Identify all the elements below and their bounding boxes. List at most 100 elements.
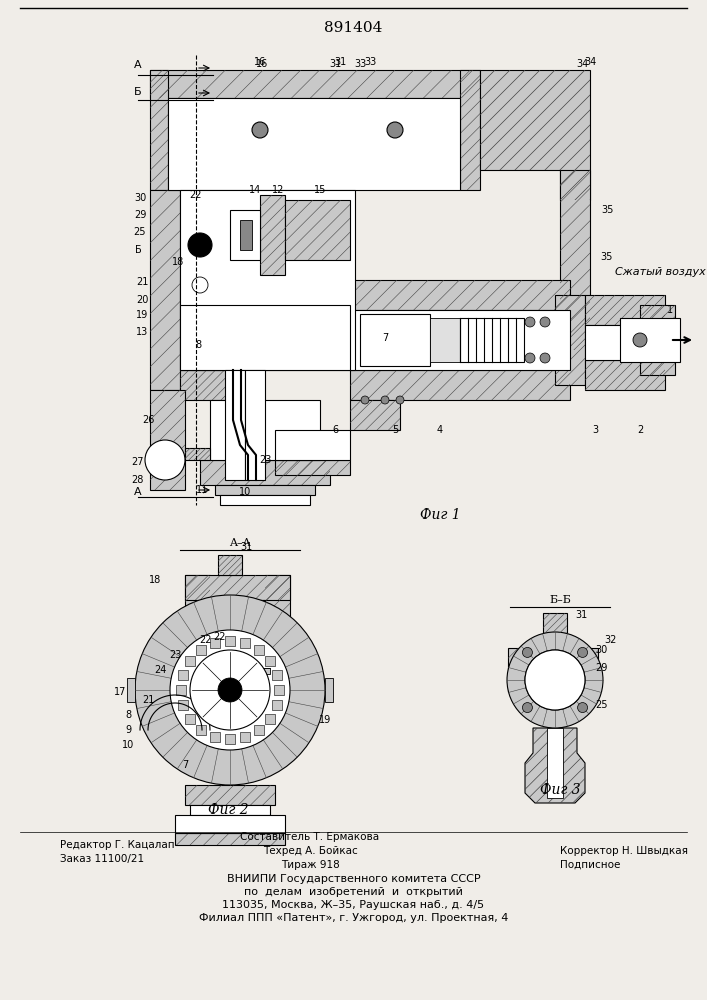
- Bar: [180, 305, 350, 370]
- Text: 6: 6: [332, 425, 338, 435]
- Text: Фиг 2: Фиг 2: [208, 803, 248, 817]
- Text: 113035, Москва, Ж–35, Раушская наб., д. 4/5: 113035, Москва, Ж–35, Раушская наб., д. …: [223, 900, 484, 910]
- Text: 2: 2: [637, 425, 643, 435]
- Text: 891404: 891404: [325, 21, 382, 35]
- Text: 30: 30: [595, 645, 607, 655]
- Circle shape: [252, 122, 268, 138]
- Polygon shape: [350, 370, 570, 400]
- Bar: [175, 815, 285, 833]
- Polygon shape: [180, 370, 230, 400]
- Text: 25: 25: [134, 227, 146, 237]
- Polygon shape: [560, 170, 590, 350]
- Polygon shape: [185, 575, 290, 600]
- Text: Подписное: Подписное: [560, 860, 620, 870]
- Text: 24: 24: [154, 665, 166, 675]
- Circle shape: [578, 647, 588, 657]
- Text: 8: 8: [195, 340, 201, 350]
- Bar: [190, 805, 270, 815]
- Text: 14: 14: [249, 185, 261, 195]
- Circle shape: [578, 703, 588, 713]
- Polygon shape: [265, 575, 290, 670]
- Text: 1: 1: [667, 305, 673, 315]
- Bar: [271, 670, 281, 680]
- Text: Б–Б: Б–Б: [549, 595, 571, 605]
- Text: 22: 22: [199, 635, 211, 645]
- Text: 21: 21: [136, 277, 148, 287]
- Bar: [178, 670, 188, 680]
- Text: 21: 21: [142, 695, 154, 705]
- Text: 35: 35: [602, 205, 614, 215]
- Polygon shape: [350, 400, 400, 430]
- Polygon shape: [543, 613, 567, 633]
- Bar: [585, 325, 665, 360]
- Bar: [220, 495, 310, 505]
- Circle shape: [188, 233, 212, 257]
- Text: 31: 31: [575, 610, 588, 620]
- Polygon shape: [508, 648, 526, 692]
- Bar: [620, 318, 680, 362]
- Bar: [275, 430, 350, 460]
- Polygon shape: [185, 785, 275, 805]
- Polygon shape: [555, 295, 585, 385]
- Bar: [127, 678, 135, 702]
- Bar: [197, 725, 206, 735]
- Bar: [215, 485, 315, 495]
- Circle shape: [135, 595, 325, 785]
- Circle shape: [525, 317, 535, 327]
- Text: 12: 12: [271, 185, 284, 195]
- Bar: [210, 400, 320, 460]
- Text: А: А: [134, 487, 142, 497]
- Text: Корректор Н. Швыдкая: Корректор Н. Швыдкая: [560, 846, 688, 856]
- Circle shape: [540, 317, 550, 327]
- Text: Редактор Г. Кацалап: Редактор Г. Кацалап: [60, 840, 175, 850]
- Circle shape: [522, 703, 532, 713]
- Text: 34: 34: [576, 59, 588, 69]
- Polygon shape: [285, 200, 350, 260]
- Polygon shape: [547, 728, 563, 798]
- Text: 33: 33: [354, 59, 366, 69]
- Text: 11: 11: [196, 485, 208, 495]
- Circle shape: [396, 396, 404, 404]
- Text: 19: 19: [319, 715, 331, 725]
- Bar: [210, 638, 220, 648]
- Bar: [230, 210, 260, 260]
- Circle shape: [507, 632, 603, 728]
- Bar: [225, 370, 245, 480]
- Polygon shape: [200, 460, 330, 485]
- Bar: [176, 685, 186, 695]
- Text: 17: 17: [114, 687, 126, 697]
- Bar: [200, 668, 270, 674]
- Circle shape: [540, 353, 550, 363]
- Circle shape: [381, 396, 389, 404]
- Text: Фиг 1: Фиг 1: [420, 508, 460, 522]
- Bar: [240, 220, 252, 250]
- Circle shape: [525, 650, 585, 710]
- Text: Сжатый воздух: Сжатый воздух: [615, 267, 706, 277]
- Text: A–A: A–A: [229, 538, 251, 548]
- Text: Заказ 11100/21: Заказ 11100/21: [60, 854, 144, 864]
- Text: 4: 4: [437, 425, 443, 435]
- Text: Фиг 3: Фиг 3: [539, 783, 580, 797]
- Text: 5: 5: [392, 425, 398, 435]
- Text: ВНИИПИ Государственного комитета СССР: ВНИИПИ Государственного комитета СССР: [227, 874, 480, 884]
- Bar: [185, 656, 195, 666]
- Polygon shape: [525, 728, 585, 803]
- Circle shape: [145, 440, 185, 480]
- Bar: [430, 318, 460, 362]
- Bar: [210, 732, 220, 742]
- Polygon shape: [150, 390, 185, 490]
- Bar: [264, 656, 274, 666]
- Bar: [178, 700, 188, 710]
- Text: 13: 13: [136, 327, 148, 337]
- Bar: [254, 725, 264, 735]
- Bar: [180, 190, 355, 370]
- Polygon shape: [185, 448, 210, 460]
- Polygon shape: [260, 195, 285, 275]
- Bar: [264, 714, 274, 724]
- Polygon shape: [350, 280, 570, 310]
- Text: 33: 33: [364, 57, 376, 67]
- Text: Б: Б: [134, 245, 141, 255]
- Text: 3: 3: [592, 425, 598, 435]
- Circle shape: [522, 647, 532, 657]
- Text: 8: 8: [125, 710, 131, 720]
